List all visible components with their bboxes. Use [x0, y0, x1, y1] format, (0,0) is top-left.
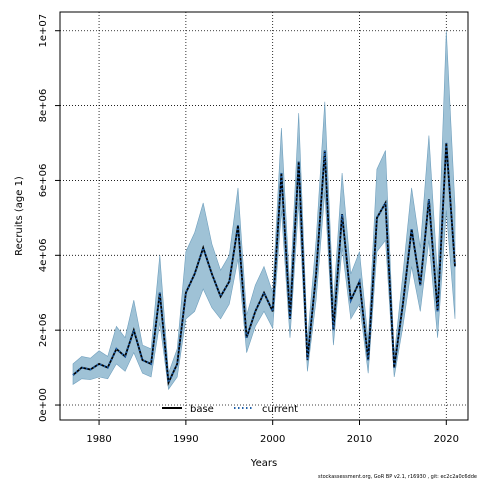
series-lines: [72, 142, 456, 387]
x-axis: 1980 1990 2000 2010 2020: [86, 420, 459, 445]
confidence-band: [72, 30, 456, 391]
footer-credit: stockassessment.org, GoR BP v2.1, r16930…: [318, 474, 477, 480]
x-tick-label: 1990: [173, 434, 198, 445]
y-tick-label: 6e+06: [38, 164, 49, 198]
x-tick-label: 1980: [86, 434, 111, 445]
x-tick-label: 2010: [347, 434, 372, 445]
y-tick-label: 2e+06: [38, 313, 49, 347]
y-axis-title: Recruits (age 1): [14, 176, 25, 256]
x-tick-label: 2020: [434, 434, 459, 445]
x-tick-label: 2000: [260, 434, 285, 445]
confidence-band-area: [72, 30, 456, 391]
legend-label-base: base: [190, 404, 214, 415]
y-tick-label: 4e+06: [38, 238, 49, 272]
plot-frame: [59, 11, 469, 421]
y-axis: 0e+00 2e+06 4e+06 6e+06 8e+06 1e+07: [38, 14, 60, 422]
y-tick-label: 8e+06: [38, 89, 49, 123]
series-line-base: [72, 142, 456, 386]
legend: base current: [162, 404, 298, 415]
y-tick-label: 1e+07: [38, 14, 49, 48]
legend-label-current: current: [262, 404, 298, 415]
x-axis-title: Years: [250, 458, 277, 469]
y-tick-label: 0e+00: [38, 388, 49, 422]
